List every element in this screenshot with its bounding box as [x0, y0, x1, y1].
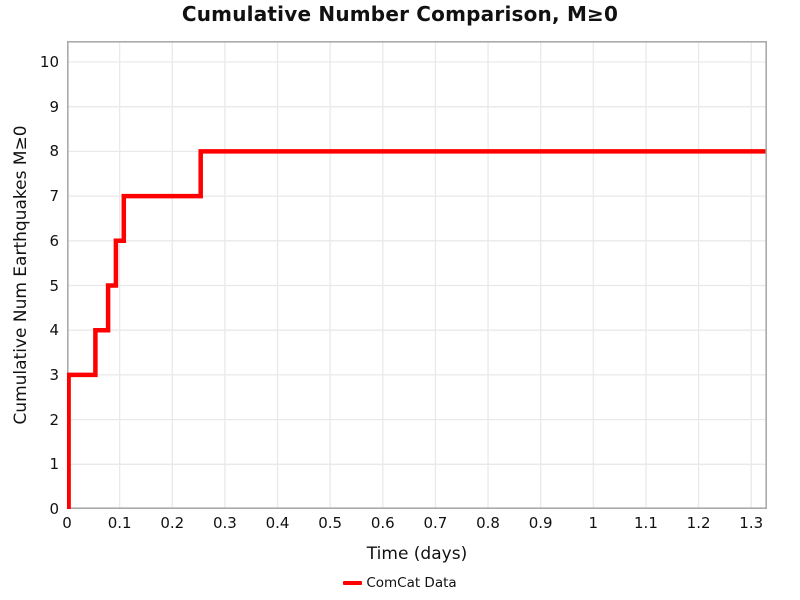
x-tick-label: 0.4 [265, 514, 290, 532]
x-axis-label: Time (days) [366, 544, 468, 564]
y-tick-label: 9 [49, 97, 59, 116]
x-tick-label: 0.3 [212, 514, 237, 532]
x-tick-label: 0.5 [318, 514, 343, 532]
y-tick-label: 8 [49, 142, 59, 161]
x-tick-label: 1 [588, 514, 599, 532]
legend-label: ComCat Data [366, 575, 457, 591]
y-tick-label: 10 [39, 53, 59, 71]
chart-title: Cumulative Number Comparison, M≥0 [181, 2, 619, 26]
y-tick-label: 0 [49, 500, 59, 518]
step-plot-canvas [67, 41, 767, 509]
x-tick-label: 0.8 [476, 514, 500, 532]
x-tick-label: 0.7 [423, 514, 448, 532]
y-tick-label: 7 [49, 187, 59, 206]
y-tick-label: 4 [49, 321, 59, 340]
y-tick-label: 2 [49, 410, 59, 429]
y-axis-label: Cumulative Num Earthquakes M≥0 [11, 125, 31, 425]
x-tick-label: 1.1 [634, 514, 658, 532]
x-tick-label: 0 [62, 514, 72, 532]
x-tick-label: 0.2 [160, 514, 185, 532]
x-tick-label: 0.1 [107, 514, 132, 532]
y-tick-label: 3 [49, 365, 59, 384]
x-tick-label: 0.9 [528, 514, 553, 532]
y-tick-label: 1 [49, 455, 59, 474]
y-tick-label: 6 [49, 231, 59, 250]
x-tick-label: 1.2 [686, 514, 711, 532]
legend-line-swatch [343, 580, 363, 586]
legend: ComCat Data [0, 575, 800, 591]
x-tick-label: 0.6 [370, 514, 395, 532]
y-tick-label: 5 [49, 276, 59, 295]
plot-area [67, 41, 767, 509]
x-tick-label: 1.3 [739, 514, 764, 532]
